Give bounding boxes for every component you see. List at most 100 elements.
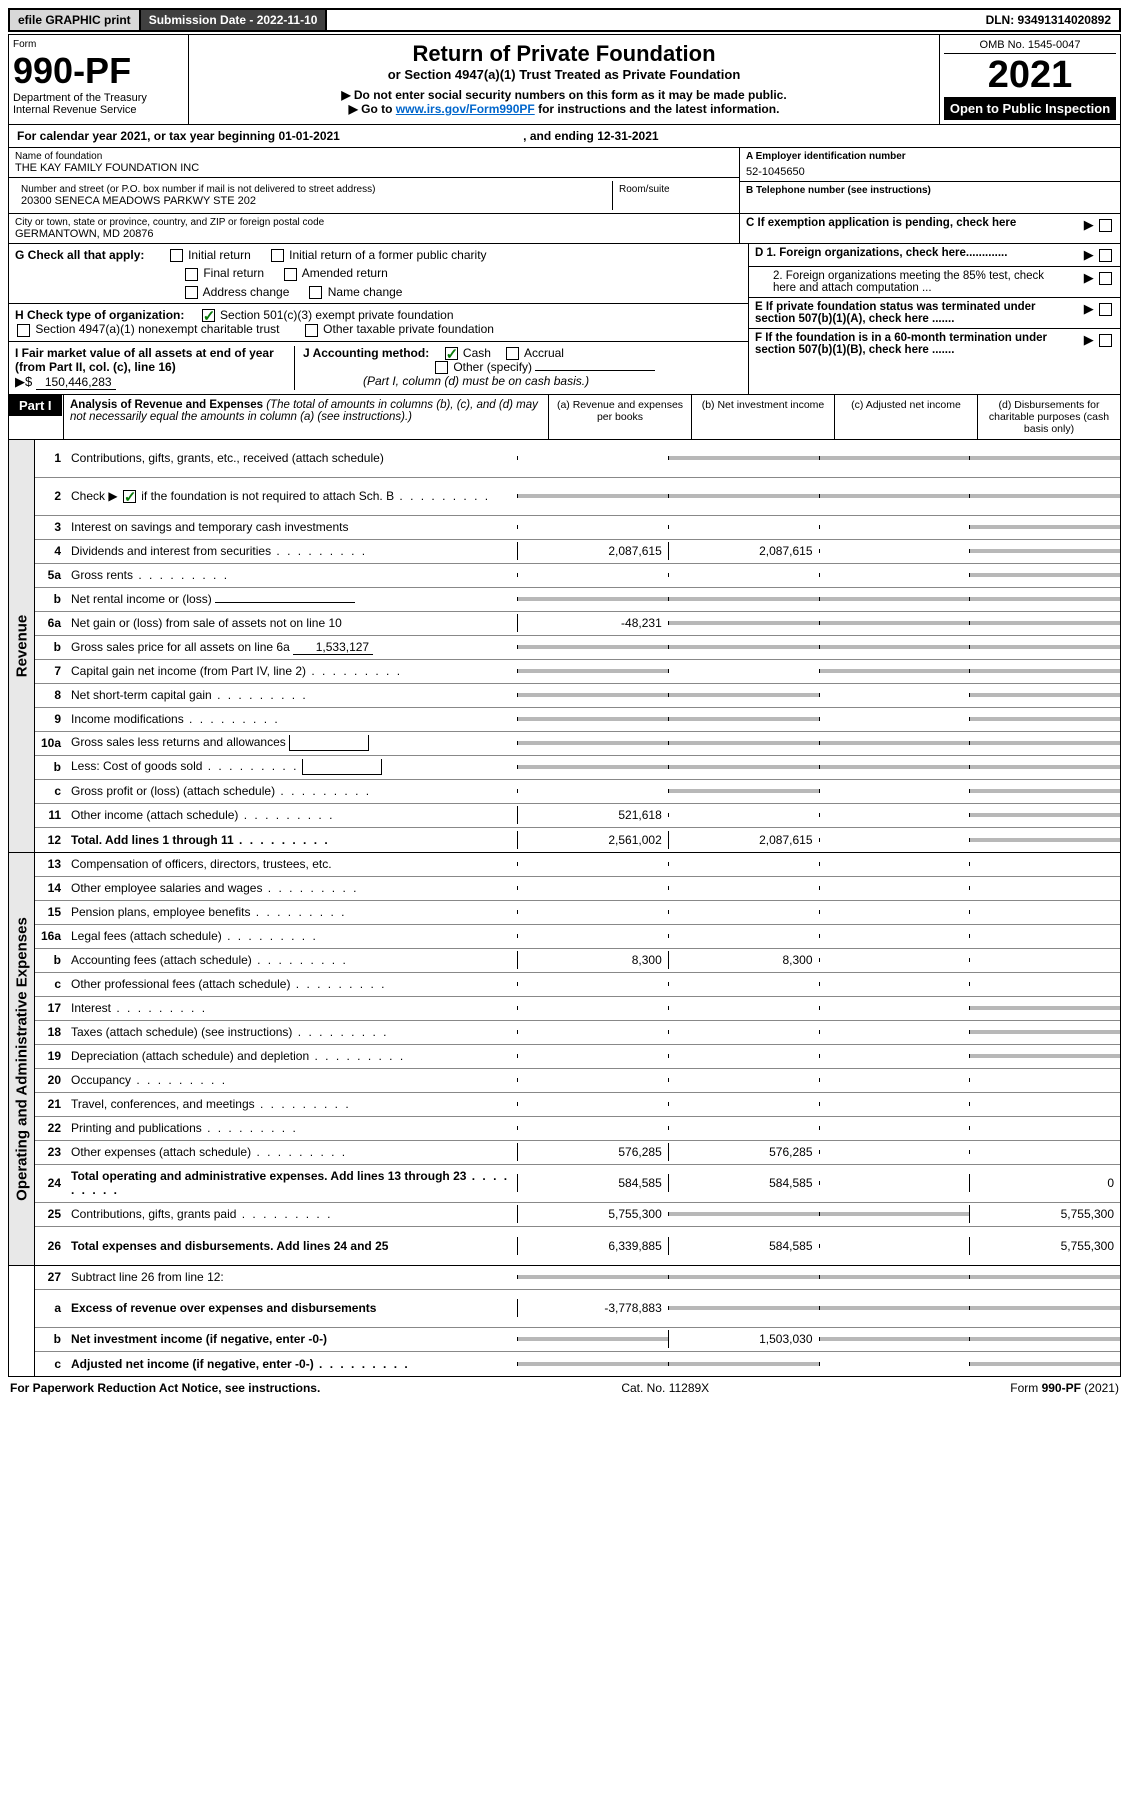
dept: Department of the Treasury	[13, 92, 184, 104]
h-4947[interactable]	[17, 324, 30, 337]
col-d: (d) Disbursements for charitable purpose…	[978, 395, 1120, 439]
note1: ▶ Do not enter social security numbers o…	[195, 88, 933, 102]
h-other-taxable[interactable]	[305, 324, 318, 337]
l7: Capital gain net income (from Part IV, l…	[67, 662, 517, 680]
l10b: Less: Cost of goods sold	[67, 757, 517, 777]
g-amended[interactable]	[284, 268, 297, 281]
d1: D 1. Foreign organizations, check here..…	[755, 247, 1007, 263]
l1: Contributions, gifts, grants, etc., rece…	[67, 449, 517, 467]
side-revenue: Revenue	[13, 614, 30, 677]
g-opt-5: Name change	[328, 285, 403, 299]
form-title: Return of Private Foundation	[195, 41, 933, 67]
l5a: Gross rents	[67, 566, 517, 584]
f-label: F If the foundation is in a 60-month ter…	[755, 332, 1055, 356]
footer-mid: Cat. No. 11289X	[621, 1381, 709, 1395]
checks-block: G Check all that apply: Initial return I…	[8, 244, 1121, 395]
d1-checkbox[interactable]	[1099, 249, 1112, 262]
l25: Contributions, gifts, grants paid	[67, 1205, 517, 1223]
l8: Net short-term capital gain	[67, 686, 517, 704]
g-name-change[interactable]	[309, 286, 322, 299]
l4: Dividends and interest from securities	[67, 542, 517, 560]
form-subtitle: or Section 4947(a)(1) Trust Treated as P…	[195, 67, 933, 82]
room-label: Room/suite	[619, 184, 727, 195]
efile-label: efile GRAPHIC print	[10, 10, 141, 30]
h-opt-2: Section 4947(a)(1) nonexempt charitable …	[35, 322, 279, 336]
l16b-a: 8,300	[517, 951, 668, 969]
g-address-change[interactable]	[185, 286, 198, 299]
l6b: Gross sales price for all assets on line…	[67, 638, 517, 657]
part1-title: Analysis of Revenue and Expenses	[70, 399, 263, 411]
foundation-name: THE KAY FAMILY FOUNDATION INC	[15, 162, 733, 174]
l2: Check ▶ if the foundation is not require…	[67, 487, 517, 505]
j-accrual[interactable]	[506, 347, 519, 360]
part1-badge: Part I	[9, 395, 62, 416]
page-footer: For Paperwork Reduction Act Notice, see …	[8, 1377, 1121, 1399]
l25-a: 5,755,300	[517, 1205, 668, 1223]
l2-checkbox[interactable]	[123, 490, 136, 503]
city-label: City or town, state or province, country…	[15, 217, 733, 228]
l27: Subtract line 26 from line 12:	[67, 1268, 517, 1286]
l24-b: 584,585	[668, 1174, 819, 1192]
g-initial-return[interactable]	[170, 249, 183, 262]
entity-block: Name of foundation THE KAY FAMILY FOUNDA…	[8, 148, 1121, 244]
footer-right: Form 990-PF (2021)	[1010, 1381, 1119, 1395]
l24-d: 0	[969, 1174, 1120, 1192]
addr-label: Number and street (or P.O. box number if…	[21, 184, 606, 195]
l12-a: 2,561,002	[517, 831, 668, 849]
g-opt-0: Initial return	[188, 248, 251, 262]
l24-a: 584,585	[517, 1174, 668, 1192]
l4-a: 2,087,615	[517, 542, 668, 560]
f-checkbox[interactable]	[1099, 334, 1112, 347]
ein-label: A Employer identification number	[746, 151, 1114, 162]
l20: Occupancy	[67, 1071, 517, 1089]
j-other[interactable]	[435, 361, 448, 374]
l16c: Other professional fees (attach schedule…	[67, 975, 517, 993]
j-cash[interactable]	[445, 347, 458, 360]
d2-checkbox[interactable]	[1099, 272, 1112, 285]
ein: 52-1045650	[746, 162, 1114, 178]
h-501c3[interactable]	[202, 309, 215, 322]
form-number: 990-PF	[13, 50, 184, 92]
l16a: Legal fees (attach schedule)	[67, 927, 517, 945]
cal-begin: 01-01-2021	[278, 129, 339, 143]
i-label: I Fair market value of all assets at end…	[15, 346, 274, 374]
footer-left: For Paperwork Reduction Act Notice, see …	[10, 1381, 320, 1395]
form-link[interactable]: www.irs.gov/Form990PF	[396, 102, 535, 116]
l24: Total operating and administrative expen…	[67, 1167, 517, 1199]
d2: 2. Foreign organizations meeting the 85%…	[755, 270, 1055, 294]
l10c: Gross profit or (loss) (attach schedule)	[67, 782, 517, 800]
e-label: E If private foundation status was termi…	[755, 301, 1055, 325]
l22: Printing and publications	[67, 1119, 517, 1137]
j-note: (Part I, column (d) must be on cash basi…	[363, 374, 589, 388]
expenses-block: Operating and Administrative Expenses 13…	[8, 853, 1121, 1266]
j-other-label: Other (specify)	[453, 360, 532, 374]
omb: OMB No. 1545-0047	[944, 39, 1116, 54]
l27a: Excess of revenue over expenses and disb…	[67, 1299, 517, 1317]
cal-mid: , and ending	[520, 129, 597, 143]
g-final-return[interactable]	[185, 268, 198, 281]
l23: Other expenses (attach schedule)	[67, 1143, 517, 1161]
l12: Total. Add lines 1 through 11	[67, 831, 517, 849]
phone	[746, 196, 1114, 210]
l26-a: 6,339,885	[517, 1237, 668, 1255]
l9: Income modifications	[67, 710, 517, 728]
e-checkbox[interactable]	[1099, 303, 1112, 316]
cal-pre: For calendar year 2021, or tax year begi…	[17, 129, 278, 143]
calendar-year-row: For calendar year 2021, or tax year begi…	[8, 125, 1121, 148]
l11-a: 521,618	[517, 806, 668, 824]
g-opt-4: Address change	[203, 285, 290, 299]
j-cash-label: Cash	[463, 346, 491, 360]
irs: Internal Revenue Service	[13, 104, 184, 116]
l26-b: 584,585	[668, 1237, 819, 1255]
col-c: (c) Adjusted net income	[835, 395, 978, 439]
i-arrow: ▶$	[15, 374, 32, 389]
l4-b: 2,087,615	[668, 542, 819, 560]
g-initial-former[interactable]	[271, 249, 284, 262]
pending-checkbox[interactable]	[1099, 219, 1112, 232]
dln: DLN: 93491314020892	[978, 10, 1119, 30]
l27c: Adjusted net income (if negative, enter …	[67, 1355, 517, 1373]
l23-a: 576,285	[517, 1143, 668, 1161]
j-accrual-label: Accrual	[524, 346, 564, 360]
l21: Travel, conferences, and meetings	[67, 1095, 517, 1113]
l13: Compensation of officers, directors, tru…	[67, 855, 517, 873]
